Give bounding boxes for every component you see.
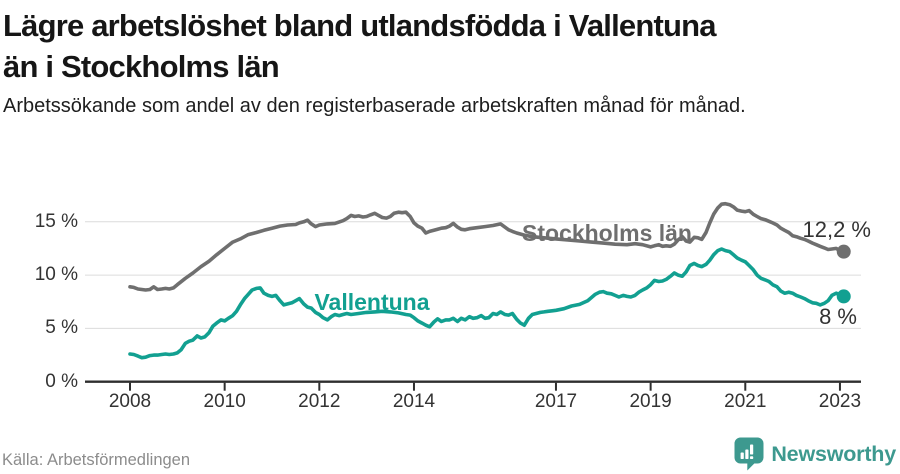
newsworthy-speech-bubble-icon [734, 437, 764, 471]
chart-subtitle: Arbetssökande som andel av den registerb… [3, 95, 746, 117]
x-tick-label: 2023 [818, 391, 862, 412]
x-tick-label: 2017 [534, 391, 578, 412]
series-label-stockholms-lan: Stockholms län [522, 220, 692, 246]
y-tick-label: 0 % [45, 370, 78, 392]
page-title-line-1: Lägre arbetslöshet bland utlandsfödda i … [3, 8, 717, 43]
series-line [128, 247, 846, 360]
series-end-dot [836, 244, 851, 259]
x-tick-label: 2014 [392, 391, 436, 412]
series-end-dot [836, 289, 851, 304]
x-tick-label: 2021 [724, 391, 767, 412]
x-tick-label: 2012 [298, 391, 341, 412]
page-title-line-2: än i Stockholms län [3, 49, 280, 84]
x-tick-label: 2019 [629, 391, 672, 412]
page-title: Lägre arbetslöshet bland utlandsfödda i … [3, 5, 717, 87]
y-tick-label: 15 % [34, 210, 78, 232]
newsworthy-wordmark: Newsworthy [771, 441, 896, 466]
x-tick-label: 2008 [108, 391, 152, 412]
series-line [128, 201, 846, 292]
source-note: Källa: Arbetsförmedlingen [2, 451, 191, 469]
end-value-label-vallentuna: 8 % [819, 304, 857, 329]
x-tick-label: 2010 [203, 391, 246, 412]
newsworthy-logo: Newsworthy [734, 437, 896, 471]
y-tick-label: 5 % [45, 317, 78, 339]
series-label-vallentuna: Vallentuna [314, 289, 430, 315]
y-tick-label: 10 % [34, 264, 78, 286]
end-value-label-stockholms-lan: 12,2 % [802, 217, 872, 242]
